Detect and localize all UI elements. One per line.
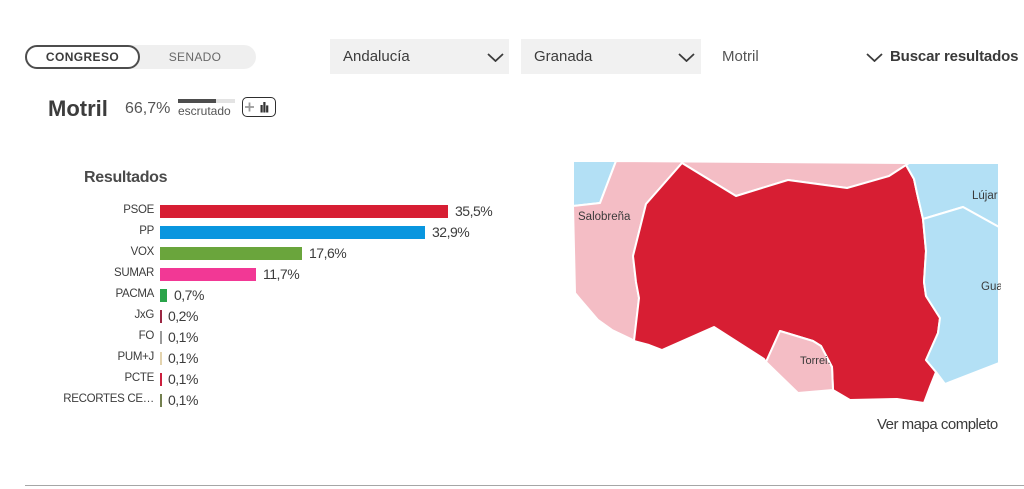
- svg-text:Salobreña: Salobreña: [578, 211, 631, 223]
- svg-text:Torrei.: Torrei.: [800, 355, 831, 367]
- svg-text:Gua: Gua: [981, 281, 1001, 293]
- svg-text:Lújar: Lújar: [972, 190, 998, 202]
